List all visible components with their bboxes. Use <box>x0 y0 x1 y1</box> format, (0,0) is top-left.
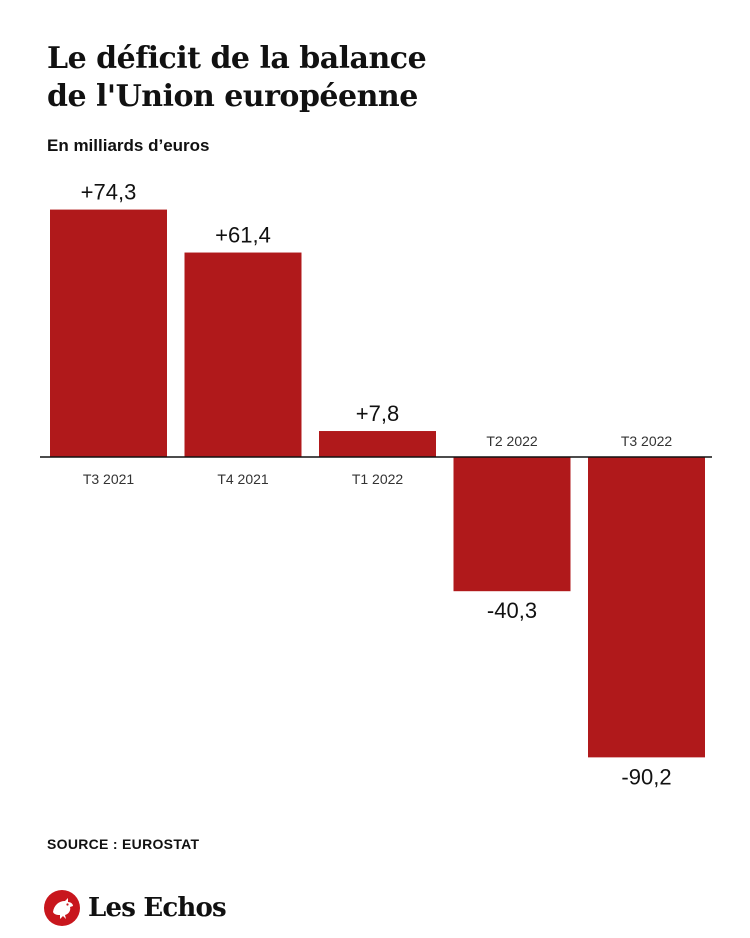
bar-t3-2021 <box>50 209 167 457</box>
source-note: SOURCE : EUROSTAT <box>47 836 200 852</box>
category-label: T2 2022 <box>486 433 538 449</box>
value-label: -90,2 <box>621 764 671 789</box>
value-label: +7,8 <box>356 401 399 426</box>
value-label: +74,3 <box>81 180 137 205</box>
bar-t3-2022 <box>588 457 705 758</box>
brand-name: Les Echos <box>88 893 227 923</box>
title-line-1: Le déficit de la balance <box>47 41 427 76</box>
title-line-2: de l'Union européenne <box>47 79 418 114</box>
value-label: +61,4 <box>215 223 271 248</box>
value-label: -40,3 <box>487 598 537 623</box>
bar-t1-2022 <box>319 431 436 457</box>
chart-title: Le déficit de la balance de l'Union euro… <box>47 40 707 116</box>
category-label: T4 2021 <box>217 471 269 487</box>
brand: Les Echos <box>44 888 227 928</box>
chart-subtitle: En milliards d’euros <box>47 136 210 155</box>
bar-t4-2021 <box>184 252 302 457</box>
category-label: T3 2021 <box>83 471 135 487</box>
category-label: T3 2022 <box>621 433 673 449</box>
bar-t2-2022 <box>453 457 571 592</box>
les-echos-logo-icon <box>44 890 80 926</box>
category-label: T1 2022 <box>352 471 404 487</box>
